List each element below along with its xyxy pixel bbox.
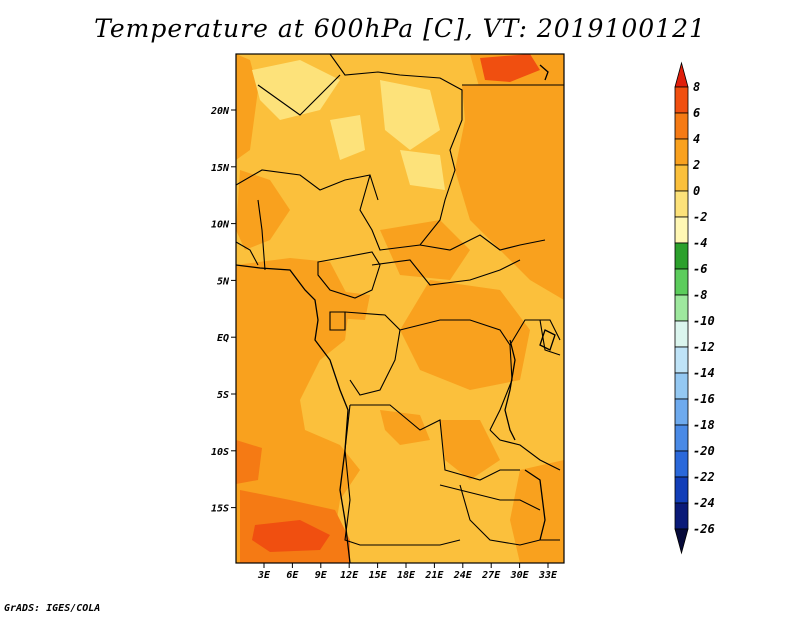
colorbar-label: -8 xyxy=(693,288,707,302)
country-borders xyxy=(236,54,564,546)
colorbar-label: 8 xyxy=(693,80,700,94)
colorbar-label: -14 xyxy=(693,366,715,380)
colorbar-swatch xyxy=(674,112,689,140)
colorbar-label: -4 xyxy=(693,236,707,250)
colorbar-swatch xyxy=(674,268,689,296)
colorbar-swatch xyxy=(674,216,689,244)
y-tick-label: 10S xyxy=(211,447,229,458)
colorbar-label: -20 xyxy=(693,444,715,458)
y-tick-label: 15S xyxy=(211,504,229,515)
colorbar-top-arrow xyxy=(674,61,689,88)
credit-text: GrADS: IGES/COLA xyxy=(4,603,101,614)
colorbar-swatch xyxy=(674,320,689,348)
y-tick-label: 5N xyxy=(217,276,230,287)
x-tick-label: 6E xyxy=(286,570,299,581)
colorbar-swatch xyxy=(674,190,689,218)
x-tick-label: 18E xyxy=(397,570,416,581)
y-tick-label: 10N xyxy=(211,220,230,231)
colorbar-swatch xyxy=(674,86,689,114)
colorbar-swatch xyxy=(674,242,689,270)
colorbar: 8 6 4 2 0 -2 -4 -6 -8 -10 -12 -14 -16 -18 -20 -22 -24 -26 xyxy=(674,61,715,555)
x-tick-label: 27E xyxy=(481,570,501,581)
colorbar-bottom-arrow xyxy=(674,528,689,555)
colorbar-label: 6 xyxy=(693,106,700,120)
colorbar-label: -6 xyxy=(693,262,707,276)
y-tick-label: 15N xyxy=(211,163,230,174)
colorbar-swatch xyxy=(674,346,689,374)
temperature-field xyxy=(236,54,564,563)
colorbar-label: -22 xyxy=(693,470,715,484)
colorbar-label: -26 xyxy=(693,522,715,536)
colorbar-swatch xyxy=(674,502,689,530)
x-tick-label: 24E xyxy=(453,570,473,581)
colorbar-label: -2 xyxy=(693,210,707,224)
x-tick-label: 15E xyxy=(369,570,388,581)
colorbar-swatch xyxy=(674,450,689,478)
x-tick-label: 12E xyxy=(340,570,359,581)
map-title: Temperature at 600hPa [C], VT: 201910012… xyxy=(94,14,706,43)
colorbar-label: -24 xyxy=(693,496,715,510)
colorbar-label: -16 xyxy=(693,392,715,406)
x-tick-label: 21E xyxy=(424,570,444,581)
colorbar-label: -12 xyxy=(693,340,715,354)
x-tick-label: 33E xyxy=(538,570,558,581)
x-axis: 3E 6E 9E 12E 15E 18E 21E 24E 27E 30E 33E xyxy=(257,563,558,581)
x-tick-label: 3E xyxy=(257,570,271,581)
colorbar-swatch xyxy=(674,294,689,322)
colorbar-swatch xyxy=(674,398,689,426)
colorbar-swatch xyxy=(674,164,689,192)
colorbar-swatch xyxy=(674,372,689,400)
colorbar-swatch xyxy=(674,476,689,504)
y-axis: 20N 15N 10N 5N EQ 5S 10S 15S xyxy=(210,106,236,515)
colorbar-label: 2 xyxy=(692,158,700,172)
colorbar-swatch xyxy=(674,138,689,166)
x-tick-label: 30E xyxy=(510,570,530,581)
y-tick-label: 20N xyxy=(210,106,230,117)
colorbar-swatch xyxy=(674,424,689,452)
map-frame xyxy=(235,53,565,564)
colorbar-label: -10 xyxy=(693,314,715,328)
y-tick-label: 5S xyxy=(217,390,229,401)
colorbar-label: 4 xyxy=(693,132,700,146)
coastlines xyxy=(236,64,556,563)
colorbar-label: -18 xyxy=(693,418,715,432)
y-tick-label: EQ xyxy=(217,333,229,344)
x-tick-label: 9E xyxy=(315,570,328,581)
colorbar-label: 0 xyxy=(693,184,700,198)
